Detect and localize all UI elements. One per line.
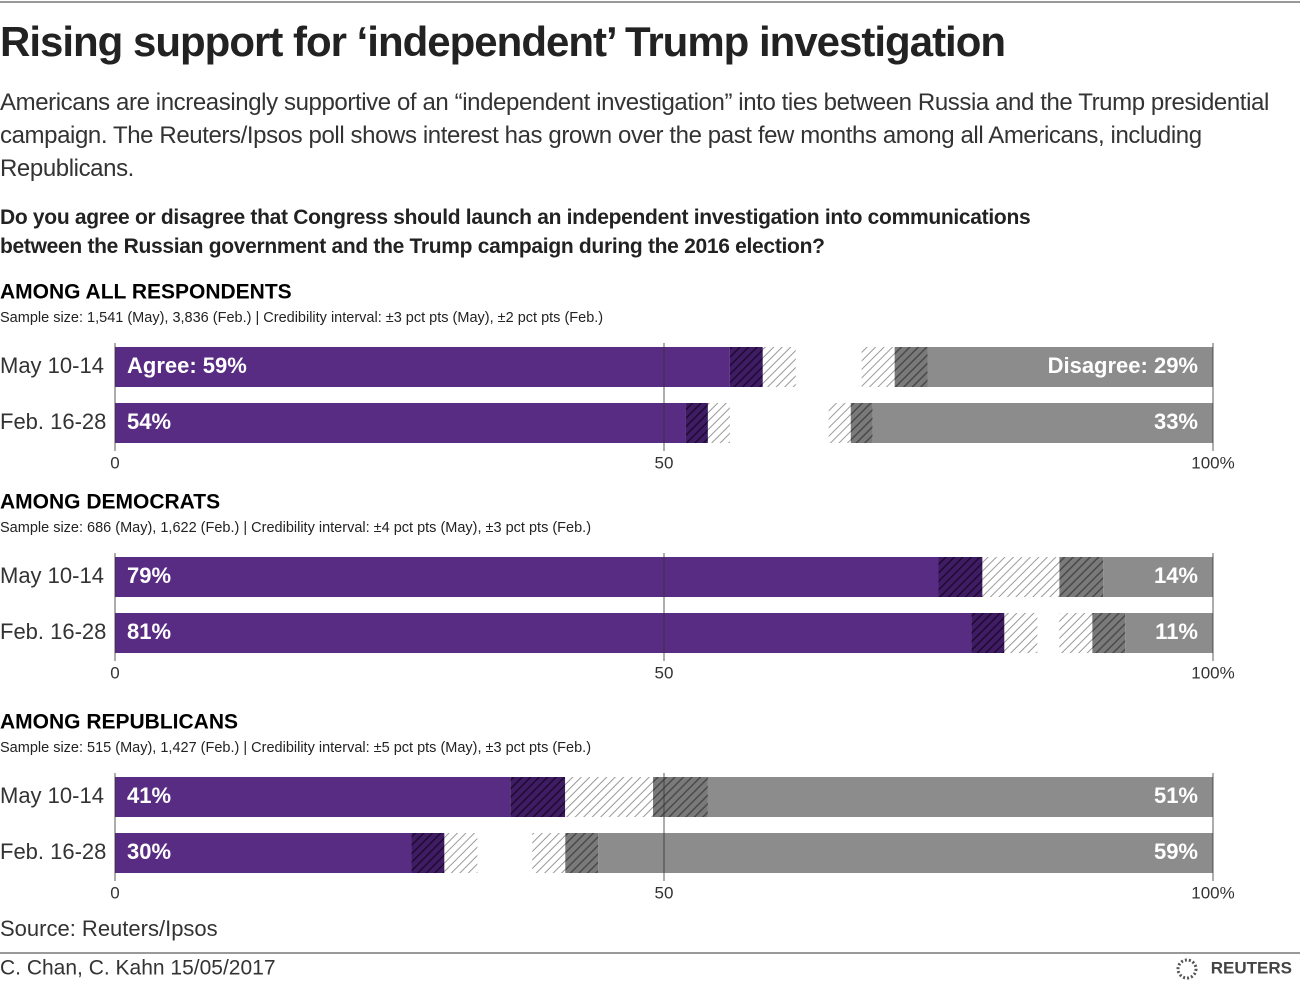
agree-bar [115,833,412,873]
agree-label: 30% [127,839,171,864]
disagree-label: 11% [1155,619,1198,644]
agree-interval-high [444,833,478,873]
panel-subtitle: Sample size: 1,541 (May), 3,836 (Feb.) |… [0,310,603,326]
disagree-bar [1125,613,1213,653]
agree-interval-high [1004,613,1038,653]
disagree-bar [1103,557,1213,597]
agree-interval-low [971,613,1005,653]
x-tick-label: 100% [1191,453,1234,472]
disagree-label: 59% [1154,839,1198,864]
credit: C. Chan, C. Kahn 15/05/2017 [0,957,276,980]
agree-interval-low [510,777,566,817]
source: Source: Reuters/Ipsos [0,916,218,941]
logo-mark [1176,958,1198,980]
panel-title: AMONG REPUBLICANS [0,711,238,734]
agree-bar [115,347,730,387]
x-tick-label: 100% [1191,883,1234,902]
disagree-interval-high [598,777,654,817]
x-tick-label: 0 [110,883,119,902]
disagree-interval-low [565,833,599,873]
agree-label: 79% [127,563,171,588]
agree-interval-high [707,403,730,443]
row-label: May 10-14 [0,783,104,808]
x-tick-label: 0 [110,663,119,682]
agree-label: 41% [127,783,171,808]
agree-interval-high [762,347,796,387]
x-tick-label: 0 [110,453,119,472]
agree-interval-low [411,833,445,873]
x-tick-label: 50 [655,663,674,682]
agree-interval-low [938,557,983,597]
disagree-label: 14% [1154,563,1198,588]
x-tick-label: 100% [1191,663,1234,682]
disagree-interval-low [850,403,873,443]
disagree-bar [927,347,1213,387]
disagree-interval-high [532,833,566,873]
subtitle: Americans are increasingly supportive of… [0,89,1269,182]
disagree-bar [872,403,1213,443]
disagree-interval-low [894,347,928,387]
disagree-bar [598,833,1213,873]
agree-bar [115,777,511,817]
disagree-interval-high [861,347,895,387]
agree-bar [115,403,686,443]
disagree-label: Disagree: 29% [1048,353,1198,378]
agree-label: Agree: 59% [127,353,247,378]
row-label: Feb. 16-28 [0,839,106,864]
row-label: May 10-14 [0,563,104,588]
agree-interval-low [685,403,708,443]
disagree-bar [707,777,1213,817]
row-label: Feb. 16-28 [0,409,106,434]
row-label: Feb. 16-28 [0,619,106,644]
title: Rising support for ‘independent’ Trump i… [0,18,1006,65]
agree-bar [115,613,972,653]
disagree-interval-high [1015,557,1060,597]
disagree-interval-low [1092,613,1126,653]
x-tick-label: 50 [655,883,674,902]
disagree-interval-high [828,403,851,443]
panel-title: AMONG DEMOCRATS [0,491,220,514]
logo: REUTERS [1211,958,1292,977]
row-label: May 10-14 [0,353,104,378]
question: Do you agree or disagree that Congress s… [0,206,1031,258]
disagree-interval-high [1059,613,1093,653]
panel-subtitle: Sample size: 515 (May), 1,427 (Feb.) | C… [0,740,591,756]
panel-subtitle: Sample size: 686 (May), 1,622 (Feb.) | C… [0,520,591,536]
x-tick-label: 50 [655,453,674,472]
agree-bar [115,557,939,597]
disagree-interval-low [1059,557,1104,597]
disagree-interval-low [653,777,708,817]
agree-label: 81% [127,619,171,644]
panel-title: AMONG ALL RESPONDENTS [0,281,292,304]
disagree-label: 33% [1154,409,1198,434]
agree-interval-low [729,347,763,387]
agree-label: 54% [127,409,171,434]
disagree-label: 51% [1154,783,1198,808]
